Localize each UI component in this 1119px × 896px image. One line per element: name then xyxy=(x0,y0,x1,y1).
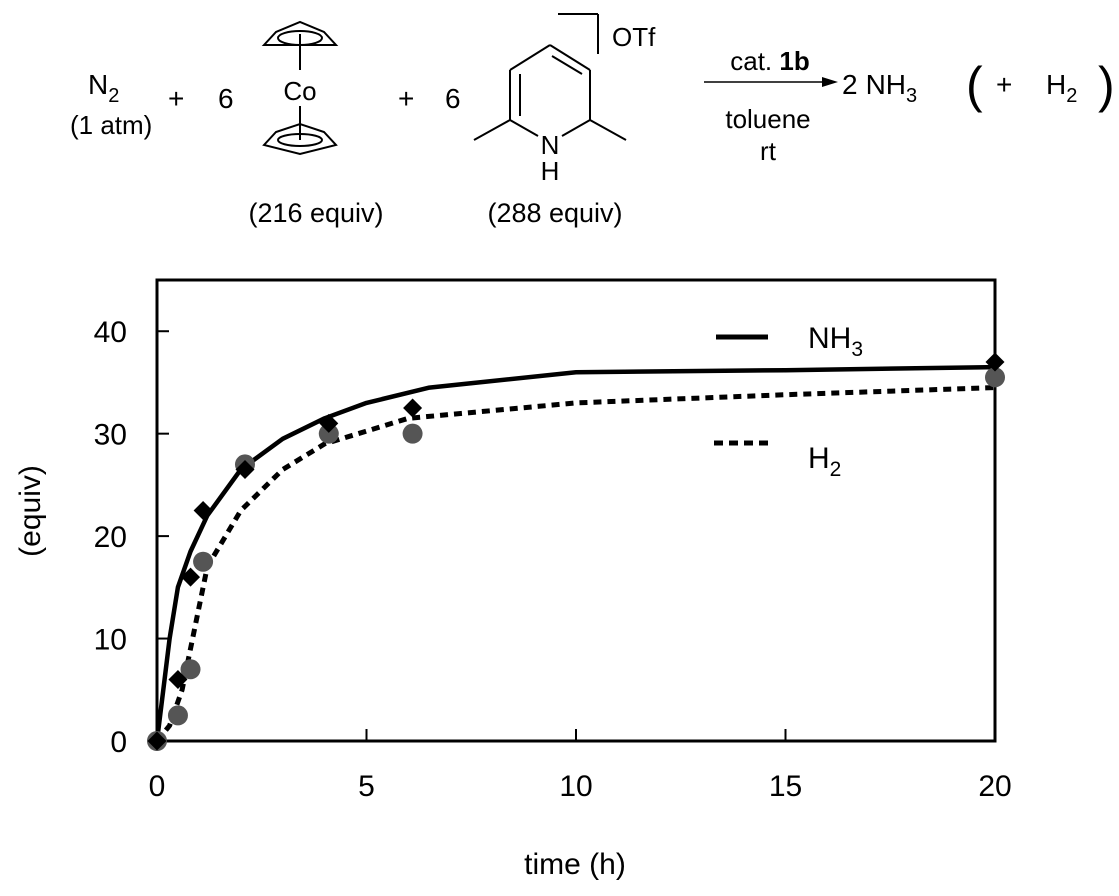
data-point-h2 xyxy=(985,367,1005,388)
ring-bond-5 xyxy=(561,119,591,137)
y-tick-label: 10 xyxy=(94,624,127,657)
data-markers xyxy=(147,352,1005,751)
data-point-h2 xyxy=(402,423,423,444)
y-tick-label: 20 xyxy=(94,521,127,554)
pyridinium-h-label: H xyxy=(541,156,560,186)
legend: NH3 H2 xyxy=(714,322,863,481)
y-axis-label: (equiv) xyxy=(14,465,47,557)
methyl-left xyxy=(473,119,511,141)
data-point-nh3 xyxy=(147,731,167,751)
ring-bond-3 xyxy=(549,44,591,71)
cobalt-label: Co xyxy=(283,76,316,106)
y-ticks: 0 10 20 30 40 xyxy=(94,316,169,759)
chart: 0 5 10 15 20 0 10 20 30 40 NH3 H2 time (h) (equi… xyxy=(14,278,1012,881)
triflate-label: OTf xyxy=(612,22,656,52)
data-point-nh3 xyxy=(319,413,339,433)
byproduct-plus: + xyxy=(996,69,1012,100)
data-point-h2 xyxy=(318,423,339,444)
x-tick-label: 10 xyxy=(559,770,592,803)
data-point-nh3 xyxy=(181,567,201,587)
y-tick-label: 0 xyxy=(110,726,127,759)
data-point-h2 xyxy=(167,705,188,726)
product-ammonia: 2 NH3 xyxy=(842,69,917,107)
cobaltocene-equiv: (216 equiv) xyxy=(248,198,383,228)
x-tick-label: 0 xyxy=(149,770,166,803)
fit-lines xyxy=(154,364,996,743)
y-tick-label: 30 xyxy=(94,419,127,452)
fit-line-h2 xyxy=(155,385,996,743)
cp-ring-top xyxy=(261,20,339,46)
ring-bond-2 xyxy=(509,44,551,71)
byproduct-hydrogen: H2 xyxy=(1046,69,1077,107)
cp-ring-bottom xyxy=(262,122,338,156)
x-axis-label: time (h) xyxy=(524,848,626,881)
x-tick-label: 20 xyxy=(978,770,1011,803)
data-point-nh3 xyxy=(403,398,423,418)
data-point-nh3 xyxy=(168,670,188,690)
reaction-scheme: N2 (1 atm) + 6 Co (216 equiv) + 6 xyxy=(70,13,1115,228)
pyridinium-n-label: N xyxy=(541,130,560,160)
plus-sign-1: + xyxy=(168,83,184,114)
legend-nh3-label: NH3 xyxy=(808,322,863,361)
temperature-label: rt xyxy=(760,136,777,166)
n2-pressure-label: (1 atm) xyxy=(70,110,152,140)
data-point-nh3 xyxy=(985,352,1005,372)
plot-frame xyxy=(155,278,997,743)
x-ticks: 0 5 10 15 20 xyxy=(149,729,1012,803)
data-point-nh3 xyxy=(235,460,255,480)
legend-h2-label: H2 xyxy=(808,442,841,481)
x-tick-label: 5 xyxy=(358,770,375,803)
solvent-label: toluene xyxy=(725,104,810,134)
data-point-h2 xyxy=(193,551,214,572)
data-point-nh3 xyxy=(193,501,213,520)
lutidinium-coefficient: 6 xyxy=(445,83,461,114)
n2-label: N2 xyxy=(88,69,119,107)
fit-line-nh3 xyxy=(154,364,996,742)
byproduct-open-paren: ( xyxy=(966,57,983,113)
data-point-h2 xyxy=(180,659,201,680)
y-tick-label: 40 xyxy=(94,316,127,349)
methyl-right xyxy=(589,119,627,141)
ring-bond-6 xyxy=(509,119,539,137)
ring-bond-3-double xyxy=(551,55,583,75)
lutidinium-structure xyxy=(473,13,627,141)
cobaltocene-coefficient: 6 xyxy=(218,83,234,114)
plus-sign-2: + xyxy=(398,83,414,114)
lutidinium-equiv: (288 equiv) xyxy=(487,198,622,228)
x-tick-label: 15 xyxy=(769,770,802,803)
reaction-arrow-head xyxy=(822,77,838,87)
catalyst-label: cat. 1b xyxy=(730,46,809,76)
cobaltocene-structure xyxy=(261,20,339,156)
byproduct-close-paren: ) xyxy=(1098,57,1115,113)
